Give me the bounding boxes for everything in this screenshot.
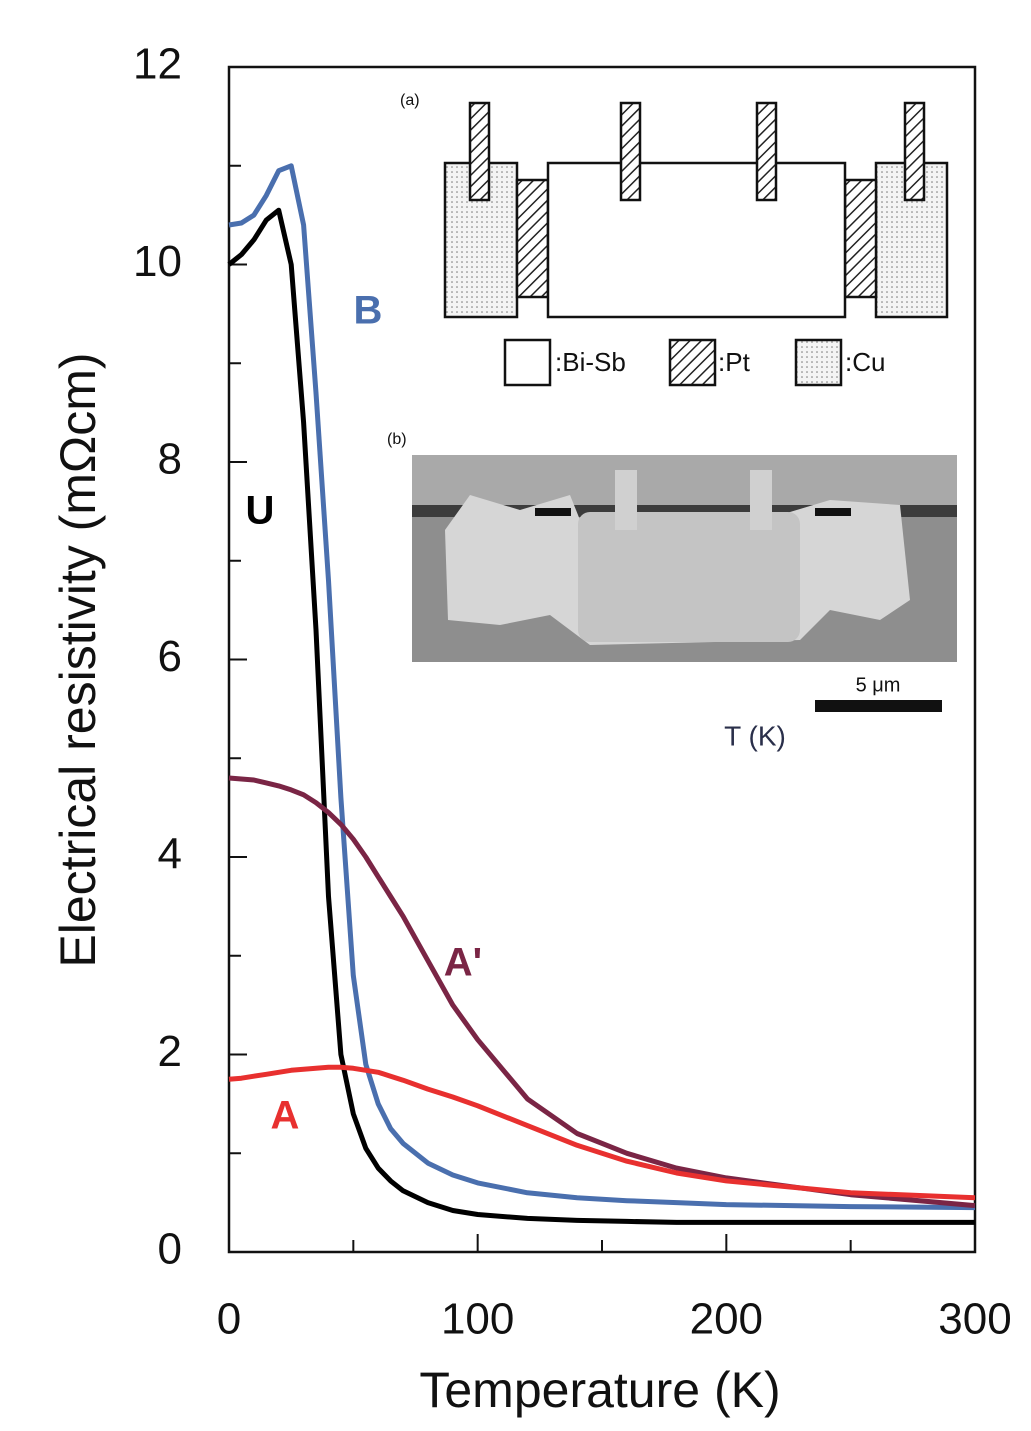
- pt-lead: [905, 103, 924, 200]
- legend-swatch: [796, 340, 841, 385]
- y-tick-label: 4: [158, 830, 182, 879]
- legend-text: :Bi-Sb: [555, 347, 626, 377]
- x-axis-label: Temperature (K): [419, 1362, 780, 1418]
- panel-label: (a): [400, 92, 420, 109]
- pt-lead: [757, 103, 776, 200]
- y-tick-label: 6: [158, 632, 182, 681]
- pt-slab: [845, 180, 876, 297]
- scale-label: 5 μm: [856, 674, 901, 696]
- legend-swatch: [670, 340, 715, 385]
- x-tick-label: 200: [690, 1295, 763, 1344]
- y-tick-label: 12: [133, 40, 182, 89]
- inset: [412, 103, 957, 712]
- y-axis-label: Electrical resistivity (mΩcm): [50, 352, 106, 967]
- x-tick-label: 100: [441, 1295, 514, 1344]
- sem-image: [412, 455, 957, 662]
- pt-lead: [470, 103, 489, 200]
- bisb-body: [548, 163, 845, 317]
- legend-swatch: [505, 340, 550, 385]
- legend-text: :Pt: [718, 347, 751, 377]
- scale-bar: [815, 700, 942, 712]
- series-line: [229, 1067, 975, 1197]
- series-line: [229, 778, 975, 1206]
- series-label: B: [354, 289, 383, 333]
- series-label: U: [246, 489, 275, 533]
- pt-lead: [621, 103, 640, 200]
- legend-text: :Cu: [845, 347, 885, 377]
- series-label: A': [444, 941, 482, 985]
- annotation: T (K): [724, 720, 786, 751]
- y-tick-label: 8: [158, 435, 182, 484]
- series-label: A: [271, 1094, 300, 1138]
- y-tick-label: 10: [133, 237, 182, 286]
- y-tick-label: 0: [158, 1225, 182, 1274]
- panel-label: (b): [387, 431, 407, 448]
- y-tick-label: 2: [158, 1027, 182, 1076]
- x-tick-label: 300: [938, 1295, 1011, 1344]
- x-tick-label: 0: [217, 1295, 241, 1344]
- chart: (a) :Bi-Sb :Pt :Cu (b) 5 μm T (K) Temper…: [0, 0, 1031, 1426]
- pt-slab: [517, 180, 548, 297]
